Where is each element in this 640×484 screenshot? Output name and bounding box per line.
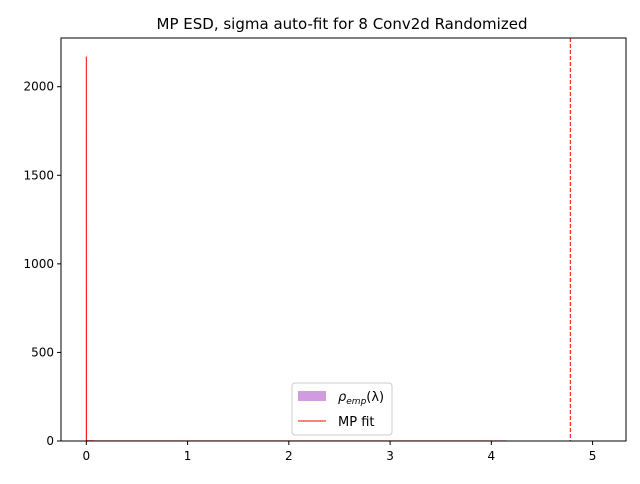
legend-fit-label: MP fit <box>338 415 374 430</box>
y-tick-label: 2000 <box>23 80 54 94</box>
x-tick-label: 2 <box>285 449 293 463</box>
plot-area: 0 1 2 3 4 5 0 500 1000 1500 2000 <box>23 37 627 463</box>
y-tick-label: 500 <box>31 345 54 359</box>
legend-emp-label: ρemp(λ) <box>338 390 384 407</box>
x-tick-label: 0 <box>82 449 90 463</box>
legend-emp-swatch <box>298 391 326 401</box>
x-tick-label: 1 <box>184 449 192 463</box>
legend-emp-sub: emp <box>346 397 366 407</box>
y-tick-label: 0 <box>46 434 54 448</box>
legend-emp-suffix: (λ) <box>366 390 384 405</box>
x-tick-label: 3 <box>386 449 394 463</box>
axes-frame <box>60 37 627 442</box>
legend-emp-rho: ρ <box>338 390 347 405</box>
legend: ρemp(λ) MP fit <box>291 382 393 436</box>
y-tick-label: 1500 <box>23 168 54 182</box>
x-tick-label: 5 <box>589 449 597 463</box>
x-tick-label: 4 <box>488 449 496 463</box>
y-tick-label: 1000 <box>23 257 54 271</box>
chart-title: MP ESD, sigma auto-fit for 8 Conv2d Rand… <box>157 15 528 33</box>
